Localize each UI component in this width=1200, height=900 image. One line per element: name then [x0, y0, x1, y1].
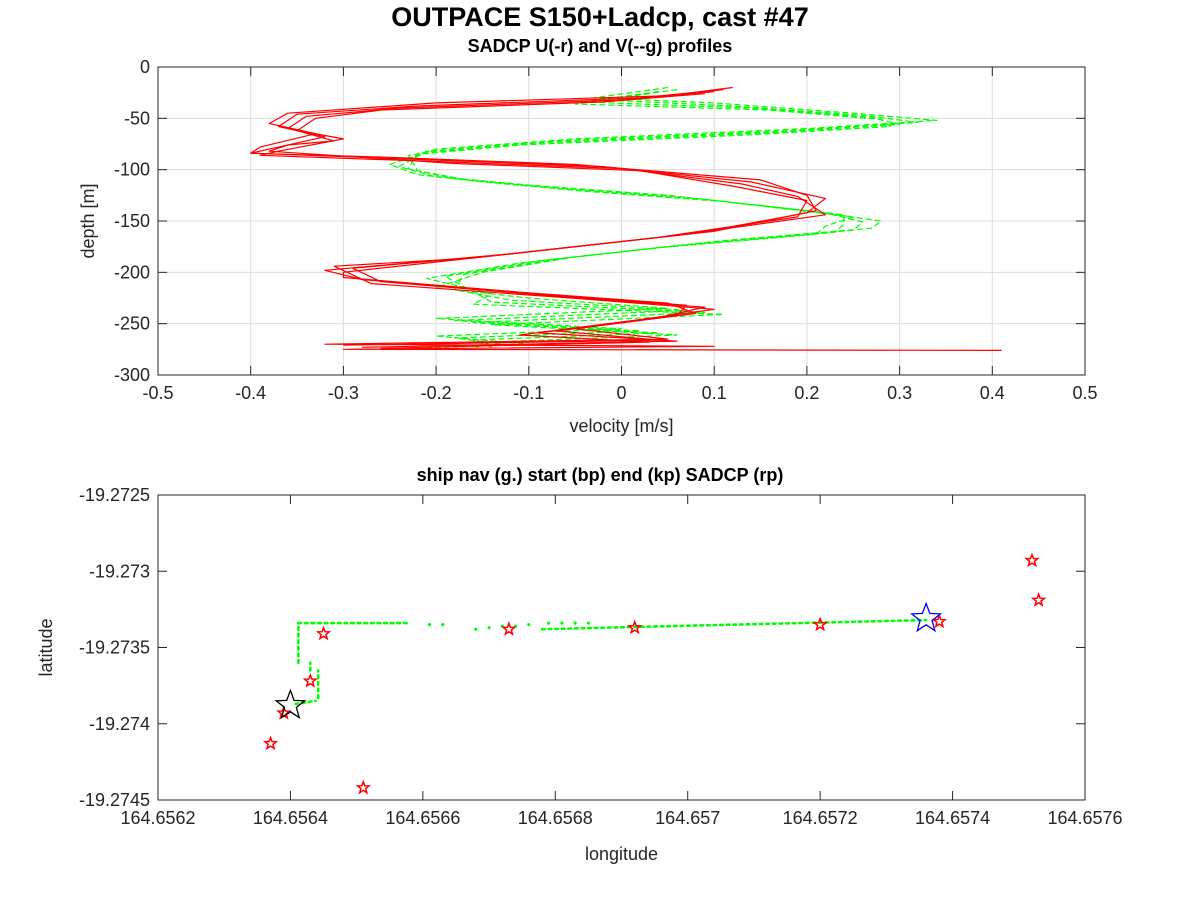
y-tick-label: -50 [124, 108, 150, 128]
u-profile-line [259, 91, 826, 348]
ship-nav-point [474, 627, 478, 631]
plot-data [250, 86, 1002, 351]
y-tick-label: -200 [114, 262, 150, 282]
x-axis-label: longitude [585, 844, 658, 864]
y-tick-label: -19.274 [89, 714, 150, 734]
x-tick-label: 164.6564 [253, 808, 328, 828]
x-tick-label: -0.4 [235, 383, 266, 403]
ship-nav-point [573, 621, 577, 625]
x-tick-label: 164.6566 [385, 808, 460, 828]
x-tick-label: -0.3 [328, 383, 359, 403]
sadcp-star-marker [355, 779, 372, 795]
sadcp-star-marker [1030, 591, 1047, 607]
ship-nav-point [427, 623, 432, 627]
x-tick-label: 164.6568 [518, 808, 593, 828]
y-tick-label: -19.2735 [79, 638, 150, 658]
x-tick-label: 164.657 [655, 808, 720, 828]
profiles-chart-title: SADCP U(-r) and V(--g) profiles [467, 36, 733, 56]
ship-nav-point [441, 623, 445, 627]
ship-nav-point [560, 621, 564, 625]
sadcp-star-marker [302, 673, 319, 688]
ship-nav-track [540, 618, 928, 631]
x-tick-label: 164.6576 [1047, 808, 1122, 828]
start-star-marker [910, 601, 943, 633]
y-tick-label: 0 [140, 57, 150, 77]
y-tick-label: -100 [114, 160, 150, 180]
x-tick-label: 164.6572 [783, 808, 858, 828]
y-tick-label: -19.2725 [79, 485, 150, 505]
y-tick-label: -150 [114, 211, 150, 231]
sadcp-star-marker [315, 625, 332, 641]
sadcp-star-marker [501, 620, 517, 636]
v-profile-line [389, 86, 938, 350]
x-axis-label: velocity [m/s] [569, 416, 673, 436]
ship-nav-point [527, 623, 531, 627]
y-tick-label: -19.2745 [79, 790, 150, 810]
x-tick-label: -0.5 [142, 383, 173, 403]
plot-data [262, 552, 1047, 795]
sadcp-star-marker [262, 735, 279, 751]
x-tick-label: 0.3 [887, 383, 912, 403]
y-axis-label: latitude [36, 618, 56, 676]
x-tick-label: 0 [616, 383, 626, 403]
ship-nav-point [547, 621, 551, 625]
x-tick-label: 164.6562 [120, 808, 195, 828]
ship-nav-point [586, 621, 590, 625]
ship-nav-plot: 164.6562 164.6564 164.6566 164.6568 164.657 1… [36, 485, 1123, 864]
u-profile-line [250, 89, 826, 346]
sadcp-star-marker [812, 616, 828, 632]
y-tick-label: -300 [114, 365, 150, 385]
u-profile-line [268, 93, 808, 349]
ship-nav-point [487, 626, 491, 630]
end-star-marker [274, 688, 307, 720]
sadcp-star-marker [931, 613, 947, 629]
x-tick-label: -0.1 [513, 383, 544, 403]
sadcp-star-marker [627, 619, 643, 635]
nav-chart-title: ship nav (g.) start (bp) end (kp) SADCP … [416, 465, 784, 485]
plot-background [158, 495, 1085, 800]
x-tick-label: 0.1 [702, 383, 727, 403]
y-axis-label: depth [m] [78, 183, 98, 258]
v-profile-line [407, 93, 891, 349]
x-tick-label: 164.6574 [915, 808, 990, 828]
v-profile-line [407, 91, 901, 348]
profiles-plot: -0.5 -0.4 -0.3 -0.2 -0.1 0 0.1 0.2 0.3 0.4 0.5 0 -50… [78, 57, 1098, 436]
sadcp-star-marker [1024, 552, 1040, 568]
ship-nav-track [294, 699, 317, 706]
y-tick-label: -19.273 [89, 561, 150, 581]
x-tick-label: 0.2 [794, 383, 819, 403]
y-tick-label: -250 [114, 314, 150, 334]
figure-title: OUTPACE S150+Ladcp, cast #47 [391, 2, 809, 32]
x-tick-label: 0.5 [1072, 383, 1097, 403]
x-tick-label: 0.4 [980, 383, 1005, 403]
x-tick-label: -0.2 [421, 383, 452, 403]
